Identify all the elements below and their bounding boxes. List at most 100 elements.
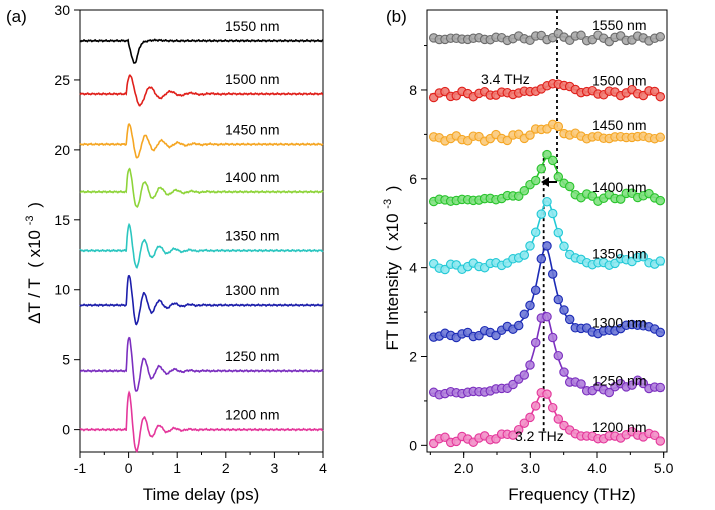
data-point: [536, 164, 547, 174]
svg-text:FT Intensity ( x10: FT Intensity ( x10 -3 ): [376, 186, 402, 351]
panel-b-ytick-label: 6: [409, 171, 417, 187]
series-a-label-1500-nm: 1500 nm: [225, 71, 279, 87]
panel-a-ylabel: ΔT / T ( x10 -3 ): [18, 202, 44, 324]
series-a-label-1250-nm: 1250 nm: [225, 348, 279, 364]
panel-a-label: (a): [6, 7, 27, 26]
data-point: [525, 300, 535, 311]
panel-a-xtick-label: 2: [222, 460, 230, 476]
data-point: [542, 389, 552, 399]
series-b-1250-nm: [428, 311, 666, 400]
series-b-1200-nm: [428, 387, 666, 449]
series-b-label-1250-nm: 1250 nm: [592, 372, 646, 388]
data-point: [502, 135, 513, 146]
data-point: [508, 430, 518, 440]
panel-a-xtick-label: 4: [319, 460, 327, 476]
series-a-1550-nm: [79, 38, 324, 64]
data-point: [559, 305, 569, 315]
data-point: [513, 424, 524, 435]
data-point: [542, 196, 552, 207]
data-point: [525, 241, 535, 251]
data-point: [519, 418, 530, 428]
data-point: [547, 208, 558, 219]
series-b-label-1400-nm: 1400 nm: [592, 179, 646, 195]
data-point: [655, 256, 666, 266]
data-point: [604, 387, 615, 398]
panel-a: (a) -1 0 1 2 3 4 0 5 10 15 20 25 30 1550 nm 1500 nm 14…: [6, 2, 327, 504]
series-b-label-1450-nm: 1450 nm: [592, 117, 646, 133]
data-point: [525, 130, 535, 140]
data-point: [655, 91, 666, 102]
panel-a-ytick-label: 10: [54, 282, 70, 298]
series-b-1300-nm: [428, 241, 666, 343]
panel-b-label: (b): [386, 7, 407, 26]
panel-a-ylabel-close: ): [25, 202, 44, 208]
data-point: [553, 172, 564, 182]
data-point: [547, 155, 558, 166]
data-point: [655, 132, 666, 143]
panel-a-ylabel-unit: ( x10: [25, 230, 44, 268]
data-point: [638, 251, 649, 262]
series-a-1400-nm: [79, 167, 324, 209]
series-b-label-1550-nm: 1550 nm: [592, 17, 646, 33]
data-point: [655, 382, 666, 393]
panel-a-series: 1550 nm 1500 nm 1450 nm 1400 nm 1350 nm 1300 …: [79, 18, 324, 453]
data-point: [576, 30, 586, 41]
series-a-1350-nm: [79, 222, 324, 269]
panel-b-guides: [542, 10, 558, 432]
data-point: [553, 350, 564, 361]
panel-b-series: 1550 nm 1500 nm 1450 nm 1400 nm 1350 nm 1300 …: [428, 17, 666, 449]
panel-b-ytick-label: 8: [409, 82, 417, 98]
data-point: [440, 264, 450, 275]
panel-a-xtick-label: 1: [173, 460, 181, 476]
data-point: [508, 379, 518, 390]
data-point: [530, 175, 541, 186]
series-b-label-1300-nm: 1300 nm: [592, 315, 646, 331]
panel-b-xtick-label: 2.0: [454, 460, 474, 476]
panel-b-ylabel-unit: ( x10: [383, 213, 402, 251]
data-point: [553, 121, 564, 132]
data-point: [519, 370, 530, 380]
data-point: [655, 327, 666, 338]
panel-b-ylabel: FT Intensity ( x10 -3 ): [376, 186, 402, 351]
panel-a-ylabel-main: ΔT / T: [25, 279, 44, 324]
series-a-label-1400-nm: 1400 nm: [225, 169, 279, 185]
series-a-label-1350-nm: 1350 nm: [225, 228, 279, 244]
data-point: [564, 314, 575, 325]
panel-b-ytick-label: 4: [409, 260, 417, 276]
series-a-label-1550-nm: 1550 nm: [225, 18, 279, 34]
series-a-1300-nm: [79, 274, 324, 326]
series-b-label-1200-nm: 1200 nm: [592, 419, 646, 435]
data-point: [530, 337, 541, 348]
data-point: [542, 311, 552, 322]
series-a-label-1300-nm: 1300 nm: [225, 282, 279, 298]
svg-text:ΔT / T ( x10 -: ΔT / T ( x10 -3 ): [18, 202, 44, 324]
data-point: [519, 309, 530, 320]
data-point: [559, 241, 569, 252]
data-point: [655, 195, 666, 206]
series-b-1350-nm: [428, 196, 666, 275]
data-point: [576, 379, 586, 389]
panel-b-axes: 2.0 3.0 4.0 5.0 0 2 4 6 8: [409, 9, 674, 476]
data-point: [553, 414, 564, 424]
arrow-icon: [541, 177, 557, 187]
panel-a-ytick-label: 20: [54, 142, 70, 158]
data-point: [513, 320, 524, 331]
panel-a-xtick-label: 0: [125, 460, 133, 476]
panel-b-ylabel-close: ): [383, 186, 402, 192]
data-point: [655, 436, 666, 446]
data-point: [519, 250, 530, 260]
series-b-label-1350-nm: 1350 nm: [592, 246, 646, 262]
series-b-1450-nm: [428, 119, 666, 146]
data-point: [655, 32, 666, 42]
panel-a-ytick-label: 30: [54, 2, 70, 18]
data-point: [530, 285, 541, 295]
panel-b-ytick-label: 0: [409, 437, 417, 453]
panel-a-frame: [79, 9, 324, 453]
data-point: [547, 332, 558, 343]
data-point: [513, 191, 524, 201]
annotation-3-4-thz: 3.4 THz: [481, 71, 530, 87]
panel-a-xtick-label: 3: [271, 460, 279, 476]
data-point: [553, 227, 564, 238]
series-b-label-1500-nm: 1500 nm: [592, 72, 646, 88]
